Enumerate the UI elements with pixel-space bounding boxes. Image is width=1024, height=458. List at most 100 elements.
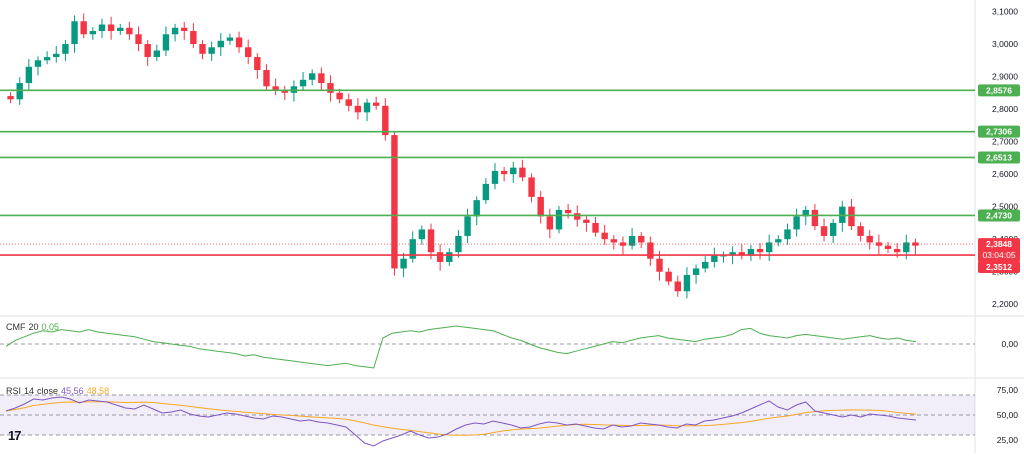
candle-body	[546, 216, 554, 230]
rsi-legend[interactable]: RSI 14 close 45,56 48,58	[6, 386, 112, 396]
level-badge: 2,7306	[986, 127, 1012, 137]
rsi-source: close	[37, 386, 59, 396]
candle-body	[117, 27, 124, 32]
candle-body	[43, 57, 51, 61]
candle-body	[372, 102, 380, 106]
candle-body	[208, 47, 215, 54]
rsi-tick-label: 75,00	[997, 385, 1019, 395]
candle-body	[647, 242, 654, 259]
candle-body	[409, 239, 416, 259]
current-price-label: 2,3848	[986, 239, 1012, 249]
candle-body	[7, 96, 14, 100]
candle-body	[181, 27, 188, 32]
candle-body	[281, 89, 288, 93]
candle-body	[729, 252, 736, 256]
candle-body	[473, 200, 480, 217]
candle-body	[738, 252, 745, 256]
candle-body	[53, 53, 60, 58]
rsi-period: 14	[24, 386, 35, 396]
current-price-badge-bg	[978, 238, 1020, 263]
level-badge-bg	[978, 209, 1020, 222]
candle-body	[884, 245, 892, 249]
candle-body	[866, 235, 873, 243]
cmf-name: CMF	[6, 322, 26, 332]
candle-body	[226, 37, 234, 41]
candle-body	[574, 213, 581, 220]
candle-body	[427, 229, 435, 253]
candle-body	[318, 73, 325, 84]
candle-body	[217, 40, 224, 48]
candle-body	[171, 27, 179, 35]
level-badge-bg	[978, 261, 1020, 274]
candle-body	[400, 258, 407, 269]
level-badge: 2,6513	[986, 152, 1012, 162]
candle-body	[135, 34, 142, 45]
candle-body	[418, 229, 426, 240]
candle-body	[848, 206, 855, 227]
cmf-period: 20	[28, 322, 39, 332]
candle-body	[793, 216, 800, 230]
candle-body	[89, 31, 97, 35]
candle-body	[71, 21, 78, 45]
candle-body	[16, 83, 23, 100]
candle-body	[382, 105, 389, 136]
candle-body	[107, 24, 115, 32]
candle-body	[775, 239, 782, 243]
candle-body	[199, 44, 206, 54]
candle-body	[802, 209, 809, 217]
candle-body	[610, 239, 618, 243]
candle-body	[254, 57, 261, 71]
candle-body	[245, 47, 252, 58]
cmf-tick-label: 0,00	[1001, 339, 1018, 349]
countdown-label: 03:04:05	[982, 250, 1015, 260]
rsi-ma-line	[5, 401, 917, 436]
candle-body	[391, 135, 398, 269]
price-tick-label: 2,2000	[992, 299, 1018, 309]
candle-body	[765, 242, 773, 253]
level-badge: 2,8576	[986, 85, 1012, 95]
candle-body	[619, 242, 627, 246]
candle-body	[345, 99, 352, 106]
cmf-pane[interactable]	[0, 325, 975, 369]
candle-body	[482, 183, 490, 201]
candle-body	[720, 255, 727, 257]
candle-body	[592, 222, 599, 233]
candle-body	[692, 268, 700, 275]
candle-body	[464, 216, 471, 236]
candle-body	[62, 44, 69, 54]
candle-body	[263, 70, 270, 87]
candle-body	[500, 170, 508, 175]
candle-body	[683, 274, 691, 292]
candle-body	[235, 37, 243, 48]
candle-body	[126, 27, 133, 35]
price-tick-label: 2,8000	[992, 104, 1018, 114]
price-axis[interactable]: 3,1000 3,0000 2,9000 2,8000 2,7000 2,6000 2,50…	[978, 7, 1020, 445]
candle-body	[491, 170, 499, 184]
candle-body	[455, 235, 462, 253]
level-badge-bg	[978, 125, 1020, 138]
level-badge: 2,4730	[986, 210, 1012, 220]
candle-body	[34, 60, 42, 67]
candle-body	[601, 232, 608, 240]
rsi-pane[interactable]	[0, 394, 975, 447]
candle-body	[336, 92, 343, 100]
candle-body	[327, 83, 334, 93]
candle-body	[528, 177, 535, 197]
candle-body	[628, 235, 636, 246]
cmf-line	[5, 325, 917, 369]
cmf-legend[interactable]: CMF 20 0,05	[6, 322, 62, 332]
tradingview-logo[interactable]: 17	[8, 428, 22, 443]
cmf-value: 0,05	[41, 322, 60, 332]
candle-body	[711, 255, 718, 262]
candle-body	[190, 31, 197, 45]
rsi-tick-label: 25,00	[997, 435, 1019, 445]
rsi-name: RSI	[6, 386, 22, 396]
rsi-ma-value: 48,58	[86, 386, 110, 396]
candle-body	[299, 79, 307, 87]
candle-body	[665, 271, 672, 282]
candle-body	[144, 44, 151, 58]
candle-body	[153, 50, 161, 58]
